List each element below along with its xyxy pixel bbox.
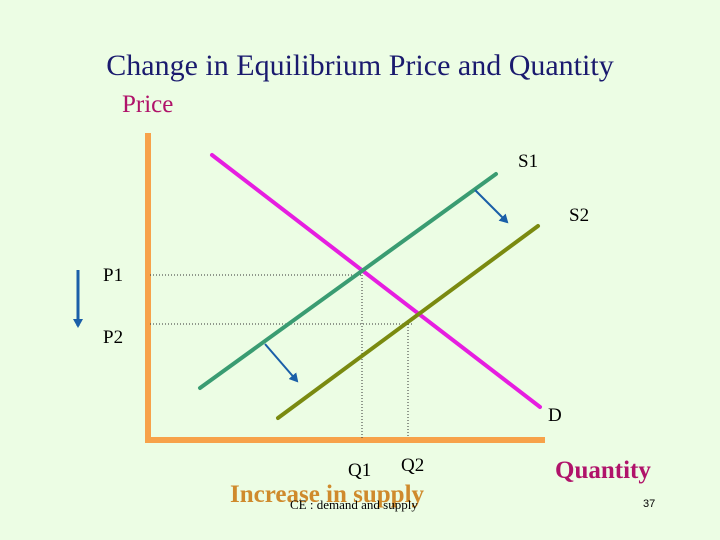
q2-label: Q2 <box>401 455 425 476</box>
s1-label: S1 <box>518 151 539 172</box>
slide-title: Change in Equilibrium Price and Quantity <box>106 49 614 82</box>
supply-shift-arrow-lower <box>264 343 299 383</box>
demand-curve <box>210 153 542 409</box>
d-label: D <box>548 405 562 426</box>
footer-text: CE : demand and supply <box>290 497 418 512</box>
q1-label: Q1 <box>348 460 372 481</box>
supply-curve-s2 <box>276 224 540 420</box>
supply-curve-s1 <box>198 172 498 390</box>
p1-label: P1 <box>103 265 124 286</box>
p2-label: P2 <box>103 327 124 348</box>
s2-label: S2 <box>569 205 590 226</box>
caption: Increase in supply <box>230 481 425 508</box>
page-number: 37 <box>643 498 656 510</box>
supply-shift-arrow-upper <box>474 189 509 224</box>
x-axis-label: Quantity <box>555 457 651 484</box>
y-axis-label: Price <box>122 91 174 118</box>
